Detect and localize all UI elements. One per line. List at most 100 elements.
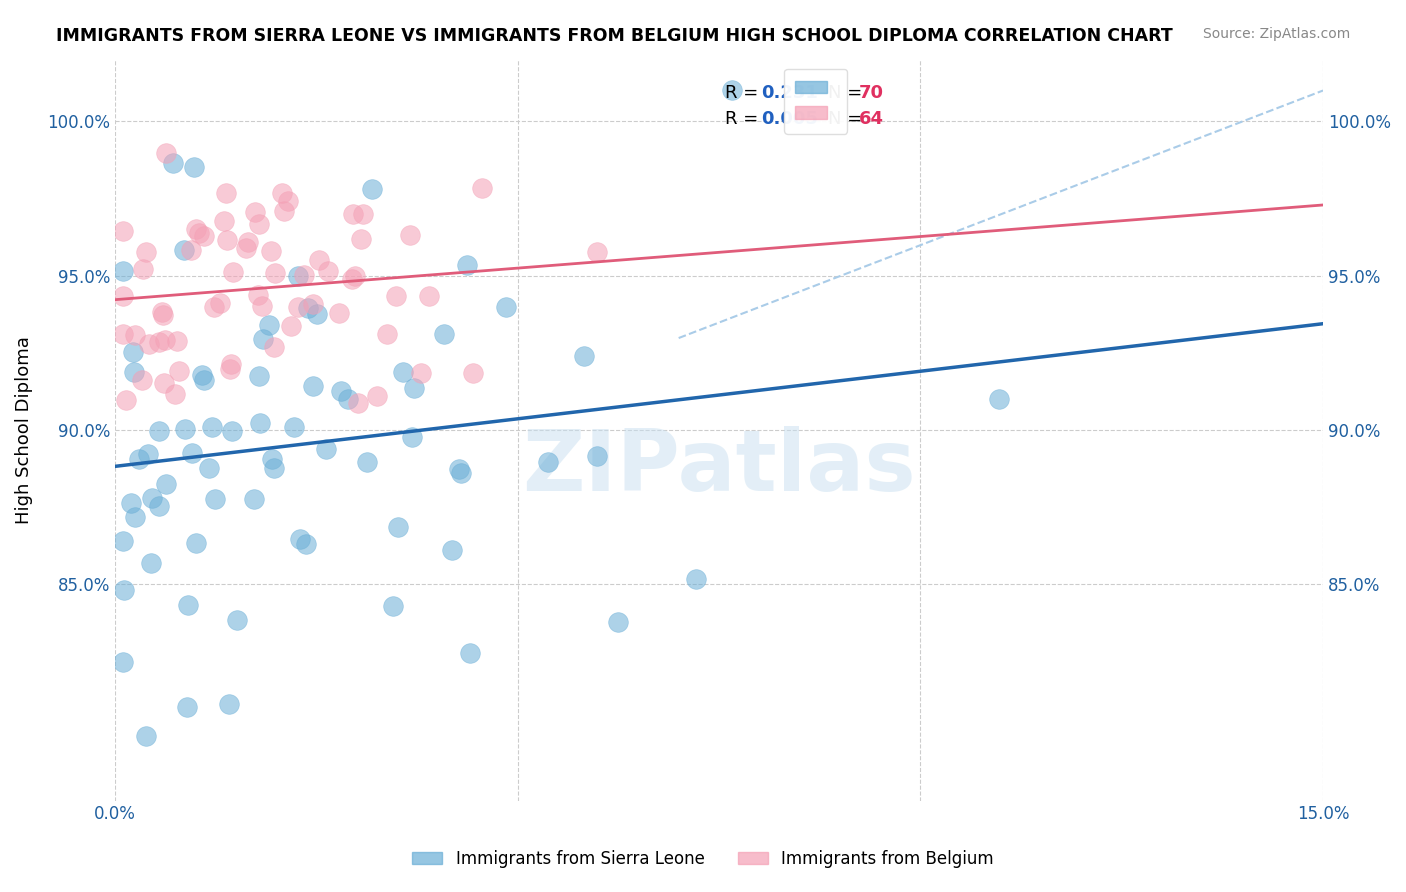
Point — [471, 181, 494, 195]
Point — [148, 424, 170, 438]
Point — [450, 467, 472, 481]
Point — [537, 455, 560, 469]
Point — [202, 301, 225, 315]
Point — [292, 268, 315, 282]
Point — [283, 419, 305, 434]
Point — [574, 349, 596, 363]
Point — [218, 698, 240, 712]
Point — [280, 318, 302, 333]
Point — [136, 447, 159, 461]
Point — [176, 699, 198, 714]
Point — [215, 233, 238, 247]
Point — [250, 299, 273, 313]
Point — [246, 288, 269, 302]
Point — [124, 510, 146, 524]
Point — [294, 537, 316, 551]
Point — [212, 214, 235, 228]
Point — [221, 265, 243, 279]
Point — [235, 241, 257, 255]
Point — [340, 272, 363, 286]
Point — [163, 387, 186, 401]
Point — [366, 389, 388, 403]
Point — [344, 268, 367, 283]
Text: 0.231: 0.231 — [761, 84, 818, 102]
Point — [585, 449, 607, 463]
Text: 0.005: 0.005 — [761, 110, 818, 128]
Point — [112, 582, 135, 597]
Point — [153, 376, 176, 390]
Point — [193, 228, 215, 243]
Point — [262, 452, 284, 467]
Point — [221, 424, 243, 438]
Point — [111, 656, 134, 670]
Point — [418, 289, 440, 303]
Point — [247, 217, 270, 231]
Point — [181, 446, 204, 460]
Point — [167, 364, 190, 378]
Point — [173, 244, 195, 258]
Point — [287, 300, 309, 314]
Point — [350, 232, 373, 246]
Point — [458, 646, 481, 660]
Point — [988, 392, 1011, 406]
Point — [219, 362, 242, 376]
Point — [155, 476, 177, 491]
Text: N =: N = — [828, 84, 862, 102]
Point — [111, 264, 134, 278]
Point — [401, 430, 423, 444]
Legend: Immigrants from Sierra Leone, Immigrants from Belgium: Immigrants from Sierra Leone, Immigrants… — [405, 844, 1001, 875]
Point — [174, 422, 197, 436]
Point — [264, 266, 287, 280]
Text: N =: N = — [828, 110, 862, 128]
Point — [188, 227, 211, 241]
Point — [215, 186, 238, 200]
Point — [153, 333, 176, 347]
Point — [152, 308, 174, 322]
Point — [336, 392, 359, 407]
Point — [409, 366, 432, 380]
Point — [352, 207, 374, 221]
Point — [271, 186, 294, 200]
Point — [111, 224, 134, 238]
Point — [328, 306, 350, 320]
Point — [184, 536, 207, 550]
Text: ZIPatlas: ZIPatlas — [522, 425, 915, 508]
Point — [288, 533, 311, 547]
Point — [193, 373, 215, 387]
Point — [315, 442, 337, 457]
Point — [128, 451, 150, 466]
Point — [461, 366, 484, 380]
Point — [287, 268, 309, 283]
Point — [404, 381, 426, 395]
Point — [387, 520, 409, 534]
Point — [606, 615, 628, 629]
Text: R =: R = — [725, 110, 758, 128]
Point — [245, 205, 267, 219]
Point — [198, 460, 221, 475]
Point — [122, 345, 145, 359]
Point — [180, 243, 202, 257]
Point — [132, 261, 155, 276]
Point — [305, 307, 328, 321]
Point — [166, 334, 188, 348]
Point — [398, 228, 420, 243]
Point — [685, 572, 707, 586]
Point — [273, 203, 295, 218]
Point — [375, 327, 398, 342]
Point — [302, 379, 325, 393]
Point — [342, 207, 364, 221]
Point — [236, 235, 259, 249]
Point — [139, 556, 162, 570]
Point — [191, 368, 214, 383]
Point — [308, 252, 330, 267]
Point — [155, 145, 177, 160]
Point — [184, 222, 207, 236]
Point — [124, 328, 146, 343]
Point — [721, 83, 744, 97]
Point — [201, 420, 224, 434]
Point — [219, 358, 242, 372]
Point — [111, 534, 134, 549]
Point — [131, 373, 153, 387]
Point — [135, 245, 157, 260]
Point — [249, 416, 271, 430]
